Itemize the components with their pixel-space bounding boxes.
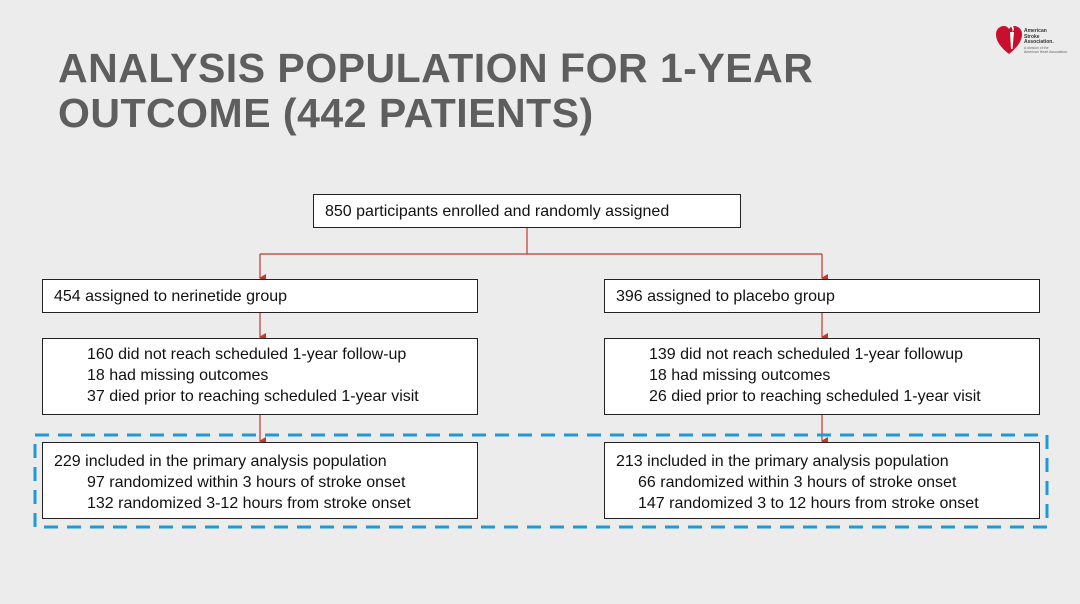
- nerinetide-subgroup-late: 132 randomized 3-12 hours from stroke on…: [87, 495, 411, 512]
- logo-name-line-3: Association.: [1024, 39, 1054, 45]
- logo-name-line-2: Stroke: [1024, 33, 1040, 40]
- placebo-excluded-missing: 18 had missing outcomes: [649, 367, 831, 384]
- slide-title-line-2: OUTCOME (442 PATIENTS): [58, 90, 594, 136]
- placebo-exclusions-box: 139 did not reach scheduled 1-year follo…: [604, 338, 1040, 415]
- nerinetide-subgroup-early: 97 randomized within 3 hours of stroke o…: [87, 474, 406, 491]
- nerinetide-group-text: 454 assigned to nerinetide group: [54, 288, 288, 305]
- nerinetide-excluded-died: 37 died prior to reaching scheduled 1-ye…: [87, 388, 419, 405]
- nerinetide-excluded-missing: 18 had missing outcomes: [87, 367, 269, 384]
- logo-tagline-line-1: A division of the: [1024, 45, 1049, 50]
- logo-name-line-1: American: [1024, 28, 1047, 34]
- placebo-group-text: 396 assigned to placebo group: [616, 288, 835, 305]
- placebo-analysis-box: 213 included in the primary analysis pop…: [604, 442, 1040, 519]
- american-stroke-association-logo: [996, 25, 1022, 54]
- placebo-subgroup-early: 66 randomized within 3 hours of stroke o…: [638, 474, 957, 491]
- logo-wordmark: American Stroke Association. A division …: [1024, 28, 1070, 54]
- placebo-included-text: 213 included in the primary analysis pop…: [616, 453, 949, 470]
- placebo-subgroup-late: 147 randomized 3 to 12 hours from stroke…: [638, 495, 979, 512]
- placebo-excluded-died: 26 died prior to reaching scheduled 1-ye…: [649, 388, 981, 405]
- heart-torch-icon: [996, 26, 1022, 54]
- placebo-excluded-followup: 139 did not reach scheduled 1-year follo…: [649, 346, 963, 363]
- nerinetide-analysis-box: 229 included in the primary analysis pop…: [42, 442, 478, 519]
- logo-tagline-line-2: American Heart Association.: [1024, 49, 1068, 54]
- nerinetide-group-box: 454 assigned to nerinetide group: [42, 279, 478, 313]
- nerinetide-excluded-followup: 160 did not reach scheduled 1-year follo…: [87, 346, 407, 363]
- enrolled-text: 850 participants enrolled and randomly a…: [325, 203, 670, 220]
- enrolled-box: 850 participants enrolled and randomly a…: [313, 194, 741, 228]
- slide-title-line-1: ANALYSIS POPULATION FOR 1-YEAR: [58, 45, 814, 91]
- slide-title: ANALYSIS POPULATION FOR 1-YEAR OUTCOME (…: [58, 46, 958, 136]
- nerinetide-included-text: 229 included in the primary analysis pop…: [54, 453, 387, 470]
- placebo-group-box: 396 assigned to placebo group: [604, 279, 1040, 313]
- nerinetide-exclusions-box: 160 did not reach scheduled 1-year follo…: [42, 338, 478, 415]
